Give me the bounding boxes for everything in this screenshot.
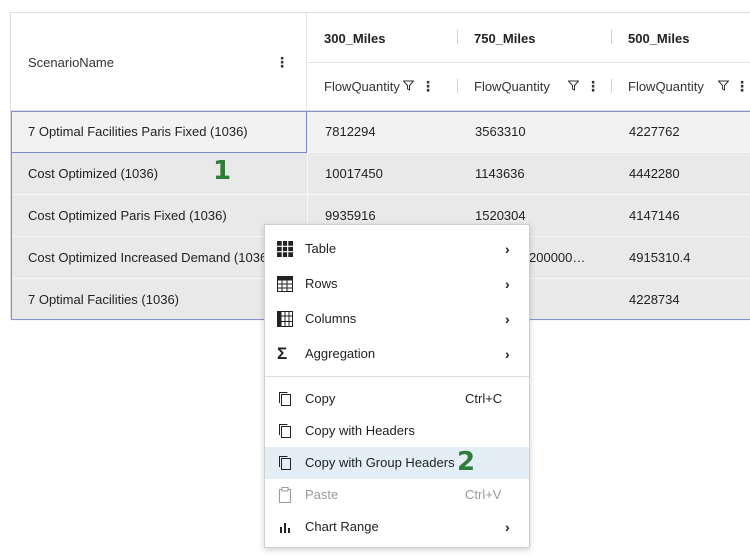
cell-scenario-name[interactable]: 7 Optimal Facilities Paris Fixed (1036)	[28, 124, 248, 139]
chevron-right-icon: ›	[505, 311, 510, 327]
menu-item-label: Rows	[305, 276, 338, 291]
menu-item-label: Paste	[305, 487, 339, 502]
menu-item-label: Chart Range	[305, 519, 379, 534]
filter-icon[interactable]	[403, 80, 414, 91]
copy-icon	[279, 456, 291, 470]
menu-item-copy-with-headers[interactable]: Copy with Headers	[265, 415, 529, 447]
column-menu-icon[interactable]: ⋮	[421, 78, 435, 94]
context-menu: Table › Rows › Columns › Σ Aggregation ›…	[264, 224, 530, 548]
menu-item-label: Copy with Group Headers	[305, 455, 455, 470]
cell-divider	[307, 153, 308, 195]
paste-icon	[279, 487, 291, 503]
cell-value[interactable]: 1143636	[475, 166, 525, 181]
cell-scenario-name[interactable]: Cost Optimized (1036)	[28, 166, 159, 181]
group-header-label: 750_Miles	[474, 31, 536, 46]
chevron-right-icon: ›	[505, 346, 510, 362]
menu-item-chart-range[interactable]: Chart Range ›	[265, 511, 529, 543]
column-menu-icon[interactable]: ⋮	[735, 78, 749, 94]
chevron-right-icon: ›	[505, 276, 510, 292]
column-header-label: FlowQuantity	[324, 79, 400, 94]
columns-icon	[277, 311, 293, 327]
menu-item-label: Table	[305, 241, 337, 256]
header-divider	[611, 79, 612, 93]
cell-value[interactable]: 4442280	[629, 166, 680, 181]
shortcut-label: Ctrl+V	[465, 487, 502, 502]
column-header-label: FlowQuantity	[628, 79, 704, 94]
menu-item-table[interactable]: Table ›	[265, 233, 529, 265]
cell-scenario-name[interactable]: 7 Optimal Facilities (1036)	[28, 292, 179, 307]
menu-item-rows[interactable]: Rows ›	[265, 268, 529, 300]
column-menu-icon[interactable]: ⋮	[275, 54, 289, 70]
cell-value[interactable]: 10017450	[325, 166, 383, 181]
copy-icon	[279, 392, 291, 406]
step-badge-1: 1	[213, 156, 232, 186]
menu-item-label: Aggregation	[305, 346, 376, 361]
cell-value[interactable]: 4915310.4	[629, 250, 691, 265]
filter-icon[interactable]	[718, 80, 729, 91]
cell-divider	[307, 195, 308, 237]
column-header-flowquantity-300[interactable]: FlowQuantity ⋮	[307, 63, 457, 110]
menu-item-label: Copy	[305, 391, 336, 406]
column-header-label: ScenarioName	[28, 55, 114, 70]
group-header-750-miles: 750_Miles	[457, 13, 611, 63]
column-menu-icon[interactable]: ⋮	[586, 78, 600, 94]
shortcut-label: Ctrl+C	[465, 391, 503, 406]
cell-value[interactable]: 4228734	[629, 292, 680, 307]
cell-value[interactable]: 4227762	[629, 124, 680, 139]
cell-value[interactable]: 4147146	[629, 208, 680, 223]
menu-divider	[265, 376, 529, 377]
menu-item-copy-with-group-headers[interactable]: Copy with Group Headers 2	[265, 447, 529, 479]
filter-icon[interactable]	[568, 80, 579, 91]
group-header-500-miles: 500_Miles	[611, 13, 750, 63]
rows-icon	[277, 276, 293, 292]
grid-header: ScenarioName ⋮ 300_Miles 750_Miles 500_M…	[11, 13, 750, 111]
header-divider	[457, 79, 458, 93]
menu-item-copy[interactable]: Copy Ctrl+C	[265, 383, 529, 415]
cell-value[interactable]: 1520304	[475, 208, 526, 223]
menu-item-columns[interactable]: Columns ›	[265, 303, 529, 335]
column-header-flowquantity-500[interactable]: FlowQuantity ⋮	[611, 63, 750, 110]
cell-value[interactable]: 7812294	[325, 124, 376, 139]
header-divider	[457, 30, 458, 44]
table-icon	[277, 241, 293, 257]
menu-item-label: Columns	[305, 311, 357, 326]
cell-value[interactable]: 9935916	[325, 208, 376, 223]
column-header-label: FlowQuantity	[474, 79, 550, 94]
menu-item-aggregation[interactable]: Σ Aggregation ›	[265, 338, 529, 370]
sigma-icon: Σ	[277, 344, 288, 363]
group-header-label: 300_Miles	[324, 31, 386, 46]
cell-scenario-name[interactable]: Cost Optimized Increased Demand (1036)	[28, 250, 268, 265]
column-header-flowquantity-750[interactable]: FlowQuantity ⋮	[457, 63, 611, 110]
bar-chart-icon	[280, 523, 290, 533]
table-row[interactable]: 7 Optimal Facilities Paris Fixed (1036) …	[11, 111, 750, 153]
cell-scenario-name[interactable]: Cost Optimized Paris Fixed (1036)	[28, 208, 227, 223]
cell-value[interactable]: 3563310	[475, 124, 526, 139]
group-header-label: 500_Miles	[628, 31, 690, 46]
group-header-300-miles: 300_Miles	[307, 13, 457, 63]
cell-value[interactable]: 200000…	[529, 250, 586, 265]
chevron-right-icon: ›	[505, 241, 510, 257]
copy-icon	[279, 424, 291, 438]
step-badge-2: 2	[457, 447, 476, 477]
menu-item-paste[interactable]: Paste Ctrl+V	[265, 479, 529, 511]
table-row[interactable]: Cost Optimized (1036) 10017450 1143636 4…	[11, 153, 750, 195]
chevron-right-icon: ›	[505, 519, 510, 535]
menu-item-label: Copy with Headers	[305, 423, 415, 438]
header-divider	[611, 30, 612, 44]
column-header-scenario-name[interactable]: ScenarioName ⋮	[11, 13, 307, 111]
